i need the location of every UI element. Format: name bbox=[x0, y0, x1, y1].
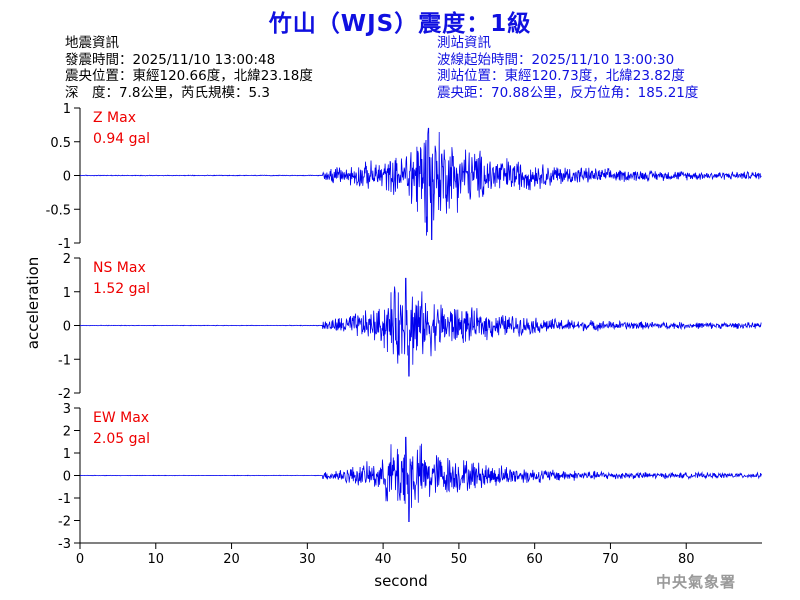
quake-origin-time: 發震時間：2025/11/10 13:00:48 bbox=[65, 51, 276, 68]
x-tick-label: 20 bbox=[223, 552, 240, 567]
y-tick-label: -1 bbox=[58, 353, 71, 368]
y-tick-label: -1 bbox=[58, 492, 71, 507]
x-tick-label: 10 bbox=[148, 552, 165, 567]
y-tick-label: -3 bbox=[58, 537, 71, 552]
x-tick-label: 40 bbox=[375, 552, 392, 567]
y-tick-label: -2 bbox=[58, 387, 71, 402]
y-tick-label: -2 bbox=[58, 515, 71, 530]
x-tick-label: 30 bbox=[299, 552, 316, 567]
quake-depth-magnitude: 深 度：7.8公里，芮氏規模：5.3 bbox=[65, 84, 270, 101]
station-info-heading: 測站資訊 bbox=[437, 35, 491, 51]
waveform-ew bbox=[79, 436, 762, 522]
max-value-z: 0.94 gal bbox=[93, 131, 150, 147]
quake-info-block: 地震資訊 發震時間：2025/11/10 13:00:48 震央位置：東經120… bbox=[65, 35, 313, 101]
x-axis-label: second bbox=[374, 572, 428, 590]
x-tick-label: 70 bbox=[602, 552, 619, 567]
y-tick-label: 0 bbox=[63, 170, 71, 185]
x-tick-label: 80 bbox=[678, 552, 695, 567]
station-info-block: 測站資訊 波線起始時間：2025/11/10 13:00:30 測站位置：東經1… bbox=[437, 35, 698, 101]
x-tick-label: 60 bbox=[526, 552, 543, 567]
y-tick-label: 1 bbox=[63, 102, 71, 117]
station-location: 測站位置：東經120.73度，北緯23.82度 bbox=[437, 68, 685, 84]
quake-info-heading: 地震資訊 bbox=[65, 35, 119, 51]
max-label-ns: NS Max bbox=[93, 260, 146, 276]
x-tick-label: 0 bbox=[76, 552, 84, 567]
chart-title: 竹山（WJS）震度：1級 bbox=[268, 11, 532, 37]
y-tick-label: 0 bbox=[63, 320, 71, 335]
max-value-ew: 2.05 gal bbox=[93, 431, 150, 447]
max-label-z: Z Max bbox=[93, 110, 136, 126]
quake-epicenter: 震央位置：東經120.66度，北緯23.18度 bbox=[65, 68, 313, 84]
agency-credit: 中央氣象署 bbox=[656, 573, 737, 591]
y-tick-label: 0 bbox=[63, 470, 71, 485]
y-tick-label: -0.5 bbox=[46, 203, 71, 218]
waveform-ns bbox=[79, 277, 762, 377]
waveform-z bbox=[79, 127, 762, 241]
y-tick-label: 2 bbox=[63, 252, 71, 267]
station-wave-start: 波線起始時間：2025/11/10 13:00:30 bbox=[437, 51, 675, 68]
y-tick-label: 0.5 bbox=[50, 136, 71, 151]
y-tick-label: 1 bbox=[63, 286, 71, 301]
y-tick-label: 3 bbox=[63, 402, 71, 417]
y-axis-label: acceleration bbox=[24, 257, 42, 349]
y-tick-label: 2 bbox=[63, 425, 71, 440]
y-tick-label: 1 bbox=[63, 447, 71, 462]
max-label-ew: EW Max bbox=[93, 410, 149, 426]
station-distance: 震央距：70.88公里，反方位角：185.21度 bbox=[437, 84, 699, 101]
x-tick-label: 50 bbox=[451, 552, 468, 567]
max-value-ns: 1.52 gal bbox=[93, 281, 150, 297]
y-tick-label: -1 bbox=[58, 237, 71, 252]
